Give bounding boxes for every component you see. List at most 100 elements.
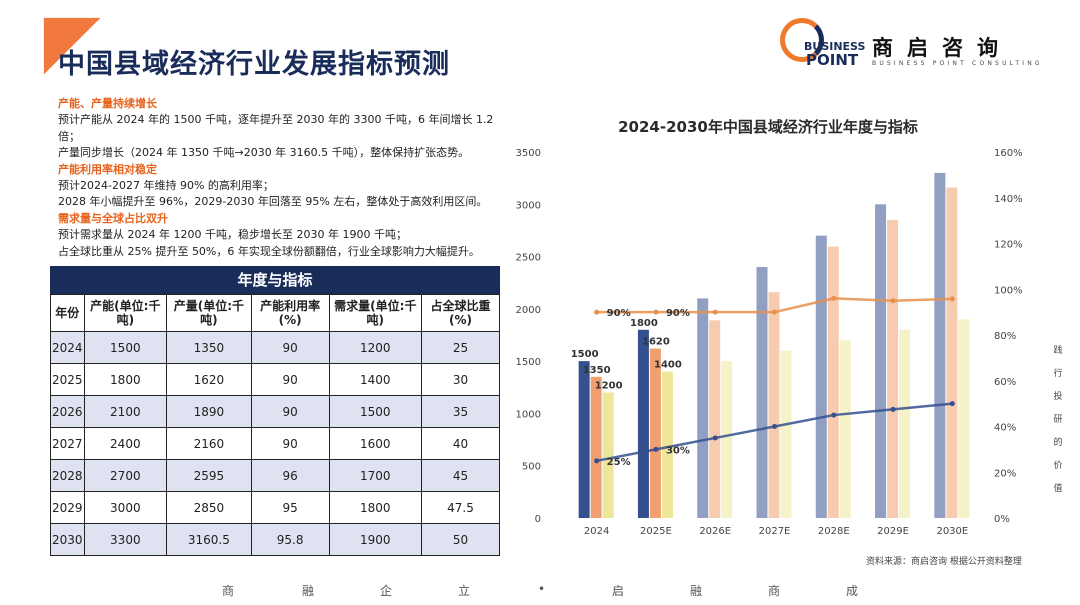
note-text: 预计产能从 2024 年的 1500 千吨，逐年提升至 2030 年的 3300… <box>58 113 494 143</box>
table-cell: 2700 <box>83 459 168 492</box>
line-point-产能利用率 <box>772 309 777 315</box>
line-point-占全球比重 <box>594 458 600 464</box>
table-cell: 3160.5 <box>166 523 252 556</box>
x-tick-label: 2024 <box>584 526 609 537</box>
line-point-占全球比重 <box>890 406 896 412</box>
footer-char: 立 <box>458 584 471 598</box>
table-cell: 1500 <box>328 395 423 428</box>
table-title: 年度与指标 <box>50 266 500 294</box>
column-header: 占全球比重(%) <box>421 294 500 332</box>
line-point-产能利用率 <box>653 309 659 315</box>
bar-data-label: 1350 <box>583 365 611 376</box>
table-cell: 1400 <box>328 363 423 396</box>
side-char: 行 <box>1053 369 1063 379</box>
line-data-label: 90% <box>666 308 690 319</box>
table-cell: 30 <box>421 363 500 396</box>
table-cell: 45 <box>421 459 500 492</box>
footer-char: 企 <box>380 584 393 598</box>
table-cell: 2028 <box>50 459 85 492</box>
table-header-row: 年份 产能(单位:千吨) 产量(单位:千吨) 产能利用率(%) 需求量(单位:千吨) 占全… <box>50 294 500 332</box>
line-point-产能利用率 <box>949 296 955 302</box>
table-cell: 2026 <box>50 395 85 428</box>
x-tick-label: 2025E <box>640 526 672 537</box>
logo-text-business: BUSINESS <box>804 40 866 53</box>
note-text: 占全球比重从 25% 提升至 50%，6 年实现全球份额翻倍，行业全球影响力大幅… <box>58 244 480 258</box>
footer-char: • <box>538 582 546 596</box>
bar-需求量 <box>721 361 733 518</box>
side-char: 研 <box>1053 415 1063 425</box>
bar-产能 <box>815 235 827 518</box>
brand-logo: BUSINESS POINT 商启咨询 BUSINESS POINT CONSU… <box>780 18 1060 74</box>
footer-char: 启 <box>612 584 625 598</box>
note-text: 预计2024-2027 年维持 90% 的高利用率； <box>58 179 274 193</box>
y-right-tick-label: 40% <box>994 423 1016 434</box>
y-left-tick-label: 1500 <box>516 357 541 368</box>
table-cell: 1800 <box>83 363 168 396</box>
y-right-tick-label: 120% <box>994 240 1023 251</box>
note-heading: 产能利用率相对稳定 <box>58 162 157 176</box>
chart-title: 2024-2030年中国县域经济行业年度与指标 <box>618 118 918 136</box>
y-right-tick-label: 140% <box>994 194 1023 205</box>
table-row: 2029 3000 2850 95 1800 47.5 <box>50 491 500 524</box>
bar-data-label: 1400 <box>654 360 682 371</box>
table-cell: 2030 <box>50 523 85 556</box>
y-right-tick-label: 80% <box>994 331 1016 342</box>
note-text: 产量同步增长（2024 年 1350 千吨→2030 年 3160.5 千吨），… <box>58 146 470 160</box>
logo-text-point: POINT <box>806 51 859 69</box>
y-right-tick-label: 60% <box>994 377 1016 388</box>
bar-产量 <box>827 246 839 518</box>
y-right-tick-label: 160% <box>994 148 1023 159</box>
bar-产量 <box>709 320 721 518</box>
source-note: 资料来源：商启咨询 根据公开资料整理 <box>866 557 1022 567</box>
bar-产量 <box>768 292 780 518</box>
note-text: 2028 年小幅提升至 96%，2029-2030 年回落至 95% 左右，整体… <box>58 195 488 209</box>
bar-需求量 <box>661 371 673 518</box>
bar-产能 <box>637 329 649 518</box>
bar-产量 <box>649 348 661 518</box>
y-right-tick-label: 0% <box>994 514 1010 525</box>
table-cell: 90 <box>250 427 330 460</box>
table-cell: 35 <box>421 395 500 428</box>
table-cell: 2400 <box>83 427 168 460</box>
table-row: 2028 2700 2595 96 1700 45 <box>50 459 500 492</box>
line-point-占全球比重 <box>772 424 777 429</box>
side-char: 价 <box>1053 461 1063 471</box>
table-cell: 1620 <box>166 363 252 396</box>
column-header: 年份 <box>50 294 85 332</box>
y-left-tick-label: 0 <box>535 514 541 525</box>
page-title: 中国县域经济行业发展指标预测 <box>58 49 450 80</box>
table-cell: 90 <box>250 363 330 396</box>
bar-产量 <box>946 187 958 518</box>
table-cell: 1700 <box>328 459 423 492</box>
bar-需求量 <box>839 340 851 518</box>
logo-ring-icon <box>780 18 824 62</box>
table-cell: 2100 <box>83 395 168 428</box>
side-slogan: 践行投研的价值 <box>1052 340 1064 501</box>
column-header: 需求量(单位:千吨) <box>328 294 423 332</box>
table-cell: 95.8 <box>250 523 330 556</box>
side-char: 践 <box>1053 346 1063 356</box>
table-cell: 2595 <box>166 459 252 492</box>
bar-产能 <box>697 298 709 518</box>
y-left-tick-label: 1000 <box>516 409 541 420</box>
line-point-占全球比重 <box>831 412 837 418</box>
line-point-产能利用率 <box>890 298 896 304</box>
side-char: 的 <box>1053 438 1063 448</box>
table-cell: 2024 <box>50 331 85 364</box>
table-cell: 96 <box>250 459 330 492</box>
side-char: 值 <box>1053 484 1063 494</box>
table-cell: 47.5 <box>421 491 500 524</box>
table-cell: 90 <box>250 395 330 428</box>
table-cell: 2160 <box>166 427 252 460</box>
bar-产量 <box>590 376 602 518</box>
line-point-产能利用率 <box>594 309 600 315</box>
bar-需求量 <box>958 319 970 518</box>
y-left-tick-label: 500 <box>522 462 541 473</box>
bar-产能 <box>934 172 946 518</box>
table-row: 2026 2100 1890 90 1500 35 <box>50 395 500 428</box>
side-char: 投 <box>1053 392 1063 402</box>
table-cell: 1890 <box>166 395 252 428</box>
column-header: 产量(单位:千吨) <box>166 294 252 332</box>
y-left-tick-label: 2000 <box>516 305 541 316</box>
y-left-tick-label: 3500 <box>516 148 541 159</box>
